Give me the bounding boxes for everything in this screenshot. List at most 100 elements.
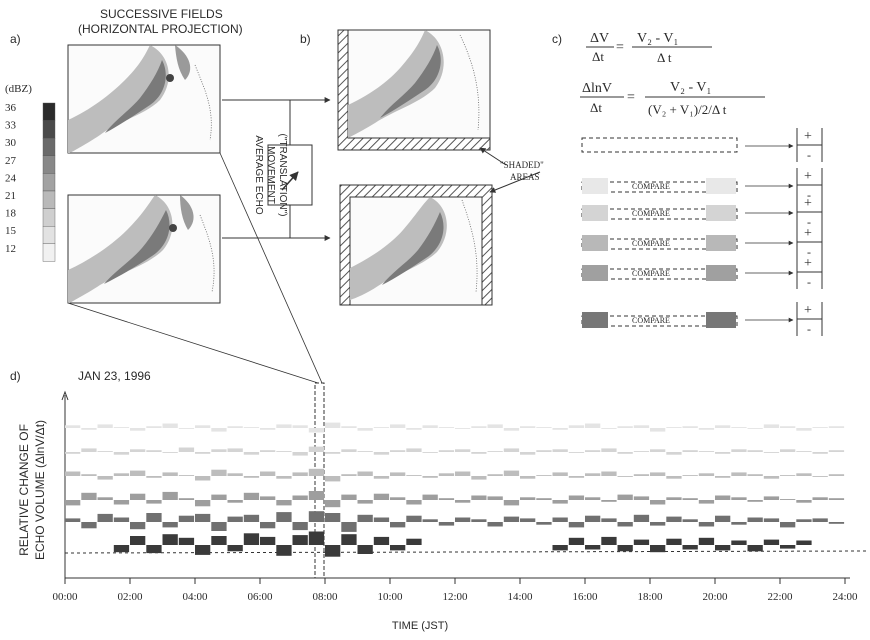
bar xyxy=(650,545,666,553)
bar xyxy=(195,476,211,481)
bar xyxy=(455,517,471,522)
eq1-rhs-den: Δ t xyxy=(657,50,672,65)
bar xyxy=(780,499,796,500)
bar xyxy=(471,476,487,480)
bar xyxy=(308,446,325,452)
bar xyxy=(682,426,698,428)
minus-sign: - xyxy=(807,245,811,259)
bar xyxy=(585,473,601,476)
bar xyxy=(178,515,195,522)
bar xyxy=(276,424,292,428)
bar xyxy=(146,545,162,554)
bar xyxy=(373,493,390,500)
bar xyxy=(747,517,763,522)
colorbar-swatch xyxy=(42,137,56,156)
bar xyxy=(325,422,341,428)
bar xyxy=(633,514,650,522)
bar xyxy=(65,425,81,428)
bar xyxy=(455,500,471,503)
eq2-lhs-den: Δt xyxy=(590,100,602,115)
bar xyxy=(796,428,812,431)
eq1-rhs-num: V₂ - V₁ xyxy=(637,31,678,46)
bar xyxy=(438,473,455,476)
bar xyxy=(601,471,617,476)
plus-sign: + xyxy=(804,129,812,144)
compare-swatch-right xyxy=(706,235,736,251)
x-tick-label: 18:00 xyxy=(637,591,663,603)
bar xyxy=(455,449,471,452)
bar xyxy=(682,519,698,522)
minus-sign: - xyxy=(807,148,811,162)
bar xyxy=(585,450,601,452)
bar xyxy=(325,545,341,557)
x-tick-label: 24:00 xyxy=(832,591,858,603)
bar xyxy=(568,537,585,545)
bar xyxy=(617,522,633,527)
shaded-areas-line1: "SHADED" xyxy=(500,160,544,170)
bar xyxy=(796,519,812,522)
bar xyxy=(666,516,682,522)
compare-label: COMPARE xyxy=(632,316,670,325)
bar xyxy=(357,500,373,504)
bar xyxy=(796,473,812,476)
bar xyxy=(390,497,406,500)
bar xyxy=(650,522,666,526)
colorbar-tick-label: 30 xyxy=(5,137,17,149)
bar xyxy=(113,427,130,428)
bar xyxy=(715,495,731,500)
y-axis-label-line2: ECHO VOLUME (ΔlnV/Δt) xyxy=(33,420,47,560)
bar xyxy=(487,496,503,500)
bar xyxy=(536,450,552,452)
bar xyxy=(146,513,162,522)
bar xyxy=(503,448,520,452)
bar xyxy=(422,519,438,522)
bar xyxy=(162,534,178,545)
bar xyxy=(780,475,796,476)
bar xyxy=(146,450,162,452)
bar xyxy=(390,450,406,452)
bar xyxy=(113,473,130,476)
bar xyxy=(796,540,812,545)
bar xyxy=(373,517,390,522)
bar xyxy=(666,476,682,479)
bar xyxy=(812,476,828,477)
bar xyxy=(162,423,178,428)
bar xyxy=(520,452,536,455)
bar xyxy=(552,545,568,551)
bar xyxy=(552,500,568,504)
bar xyxy=(780,426,796,428)
bar xyxy=(276,451,292,452)
bar xyxy=(113,452,130,455)
bar xyxy=(536,475,552,476)
bar xyxy=(422,476,438,478)
compare-label: COMPARE xyxy=(632,182,670,191)
colorbar-tick-label: 15 xyxy=(5,225,17,237)
bar xyxy=(260,471,276,476)
bar xyxy=(227,448,243,452)
bar xyxy=(715,476,731,478)
x-tick-label: 22:00 xyxy=(767,591,793,603)
bar xyxy=(763,424,780,428)
bar xyxy=(406,475,422,476)
bar xyxy=(698,428,715,430)
compare-swatch-right xyxy=(706,265,736,281)
x-ticks: 00:00 02:00 04:00 06:00 08:00 10:00 12:00 14:00… xyxy=(52,578,858,603)
bar xyxy=(763,496,780,500)
eq1-lhs-num: ΔV xyxy=(590,31,609,46)
bar xyxy=(195,545,211,555)
bar xyxy=(438,522,455,526)
bar xyxy=(438,450,455,452)
compare-swatch-right xyxy=(706,205,736,221)
bar xyxy=(390,545,406,551)
bar xyxy=(682,498,698,500)
highlighted-time-window xyxy=(314,382,325,579)
y-axis-label-line1: RELATIVE CHANGE OF xyxy=(17,424,31,556)
bar xyxy=(130,449,146,452)
bar xyxy=(747,474,763,476)
bar xyxy=(698,451,715,452)
bar xyxy=(601,536,617,545)
bar xyxy=(146,500,162,504)
bar xyxy=(650,472,666,476)
bar xyxy=(731,472,747,476)
